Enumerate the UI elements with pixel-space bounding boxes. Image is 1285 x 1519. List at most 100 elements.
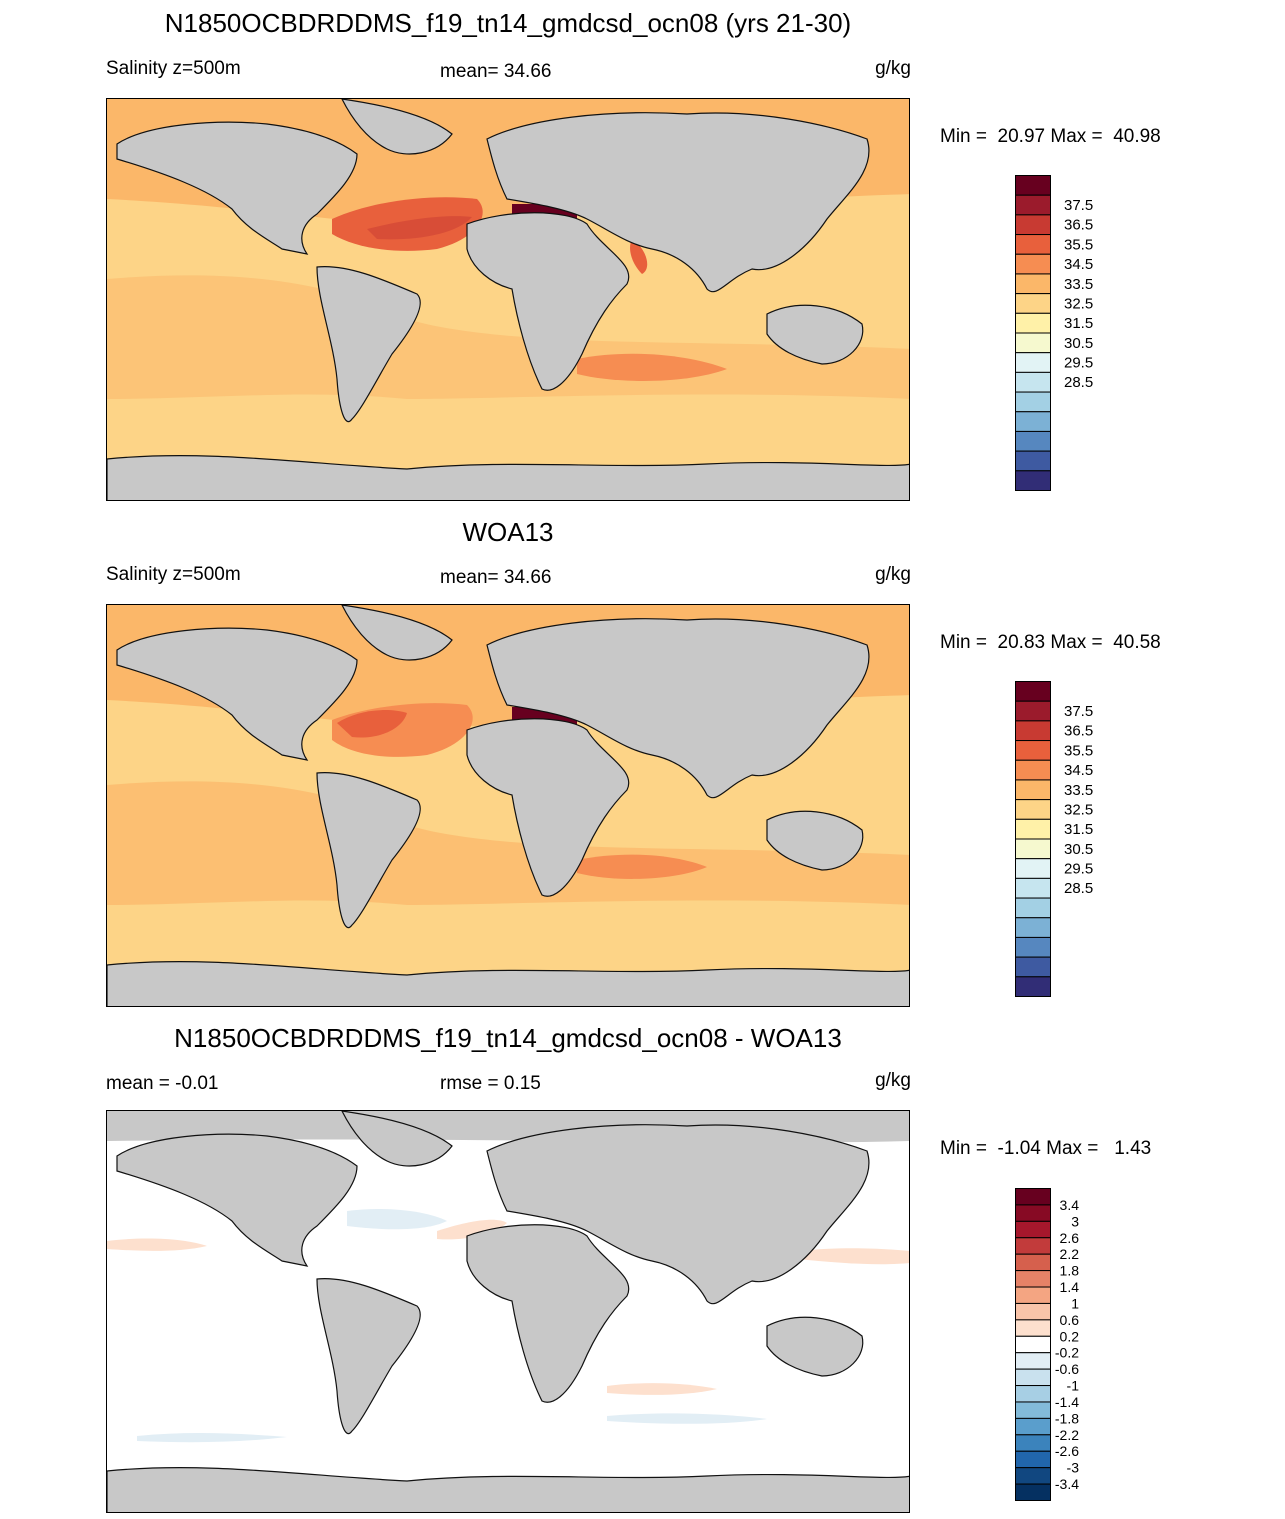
south-america xyxy=(316,1278,421,1434)
colorbar-box xyxy=(1015,450,1051,472)
colorbar-label: 0.6 xyxy=(1060,1312,1080,1328)
colorbar-box xyxy=(1015,312,1051,334)
south-indian-high-salinity xyxy=(577,854,707,879)
colorbar-label: 28.5 xyxy=(1064,880,1093,897)
colorbar-box xyxy=(1015,371,1051,393)
australia xyxy=(766,304,864,365)
land-masses xyxy=(107,605,909,1006)
colorbar-box xyxy=(1015,877,1051,899)
panel1-variable-label: Salinity z=500m xyxy=(106,58,241,79)
diff-negative-atlantic xyxy=(347,1209,447,1230)
panel2-units: g/kg xyxy=(875,564,911,585)
colorbar-box xyxy=(1015,214,1051,236)
colorbar-box xyxy=(1015,175,1051,196)
colorbar-box xyxy=(1015,1385,1051,1403)
colorbar-label: -2.2 xyxy=(1055,1427,1079,1443)
colorbar-label: 1 xyxy=(1071,1295,1079,1311)
panel1-colorbar-svg: 37.5 36.5 35.5 34.5 33.5 32.5 31.5 30.5 29.5 28.5 xyxy=(1015,175,1093,491)
colorbar-label: -0.2 xyxy=(1055,1345,1079,1361)
colorbar-box xyxy=(1015,740,1051,761)
south-indian-high-salinity xyxy=(577,353,727,381)
eurasia xyxy=(486,618,870,799)
colorbar-box xyxy=(1015,799,1051,820)
north-america xyxy=(116,1133,358,1267)
panel2-title: WOA13 xyxy=(462,517,554,547)
colorbar-box xyxy=(1015,720,1051,742)
colorbar-box xyxy=(1015,976,1051,997)
panel2-variable-label: Salinity z=500m xyxy=(106,564,241,585)
colorbar-label: 32.5 xyxy=(1064,295,1093,312)
north-america xyxy=(116,121,358,255)
colorbar-label: 31.5 xyxy=(1064,821,1093,838)
panel3-title: N1850OCBDRDDMS_f19_tn14_gmdcsd_ocn08 - W… xyxy=(174,1023,842,1053)
colorbar-label: -2.6 xyxy=(1055,1443,1079,1459)
colorbar-box xyxy=(1015,411,1051,432)
panel1-title: N1850OCBDRDDMS_f19_tn14_gmdcsd_ocn08 (yr… xyxy=(164,8,852,38)
panel3-rmse-label: rmse = 0.15 xyxy=(440,1073,541,1094)
south-america xyxy=(316,266,421,422)
colorbar-label: -1.8 xyxy=(1055,1410,1079,1426)
eurasia xyxy=(486,1124,870,1305)
colorbar-box xyxy=(1015,470,1051,491)
australia xyxy=(766,810,864,871)
colorbar-box xyxy=(1015,332,1051,354)
colorbar-box xyxy=(1015,1417,1051,1436)
north-atlantic-core xyxy=(337,710,407,738)
diff-negative-southern-indian xyxy=(607,1413,767,1424)
arabian-sea-high-salinity xyxy=(630,239,648,274)
colorbar-label: -3.4 xyxy=(1055,1476,1079,1492)
colorbar-box xyxy=(1015,1302,1051,1321)
colorbar-label: 37.5 xyxy=(1064,703,1093,720)
colorbar-box xyxy=(1015,818,1051,840)
diff-positive-south-indian xyxy=(607,1383,717,1395)
colorbar-label: 28.5 xyxy=(1064,374,1093,391)
antarctica xyxy=(107,961,909,1006)
diff-negative-southern xyxy=(137,1433,287,1443)
colorbar-label: 36.5 xyxy=(1064,217,1093,234)
diff-positive-west-pacific xyxy=(797,1248,909,1265)
colorbar-label: 35.5 xyxy=(1064,742,1093,759)
colorbar-box xyxy=(1015,1204,1051,1222)
colorbar-label: 34.5 xyxy=(1064,762,1093,779)
land-masses xyxy=(107,1111,909,1512)
colorbar-box xyxy=(1015,1188,1051,1206)
panel3-map-svg xyxy=(107,1111,909,1512)
panel1-map-svg xyxy=(107,99,909,500)
colorbar-label: 36.5 xyxy=(1064,723,1093,740)
colorbar-box xyxy=(1015,700,1051,722)
colorbar-box xyxy=(1015,1450,1051,1469)
colorbar-box xyxy=(1015,917,1051,938)
colorbar-label: -3 xyxy=(1067,1460,1080,1476)
panel2-map xyxy=(106,604,910,1007)
antarctica xyxy=(107,455,909,500)
colorbar-label: 29.5 xyxy=(1064,861,1093,878)
colorbar-label: 2.2 xyxy=(1060,1246,1080,1262)
colorbar-box xyxy=(1015,897,1051,919)
panel3-mean-label: mean = -0.01 xyxy=(106,1073,219,1094)
panel2-mean-label: mean= 34.66 xyxy=(440,567,552,588)
colorbar-box xyxy=(1015,1483,1051,1502)
colorbar-box xyxy=(1015,1368,1051,1387)
panel2-map-svg xyxy=(107,605,909,1006)
colorbar-label: 29.5 xyxy=(1064,355,1093,372)
land-masses xyxy=(107,99,909,500)
panel1-colorbar: 37.5 36.5 35.5 34.5 33.5 32.5 31.5 30.5 29.5 28.5 xyxy=(1015,175,1175,495)
panel1-map xyxy=(106,98,910,501)
antarctica xyxy=(107,1467,909,1512)
colorbar-label: 37.5 xyxy=(1064,197,1093,214)
colorbar-label: 33.5 xyxy=(1064,782,1093,799)
panel3-units: g/kg xyxy=(875,1070,911,1091)
colorbar-label: 31.5 xyxy=(1064,315,1093,332)
colorbar-label: 33.5 xyxy=(1064,276,1093,293)
colorbar-box xyxy=(1015,1434,1051,1452)
colorbar-box xyxy=(1015,1467,1051,1485)
panel2-colorbar-svg: 37.5 36.5 35.5 34.5 33.5 32.5 31.5 30.5 29.5 28.5 xyxy=(1015,681,1093,997)
colorbar-box xyxy=(1015,430,1051,452)
panel3-colorbar-svg: 3.432.62.21.81.410.60.2-0.2-0.6-1-1.4-1.… xyxy=(1015,1188,1080,1502)
colorbar-box xyxy=(1015,234,1051,255)
colorbar-label: -1 xyxy=(1067,1378,1080,1394)
australia xyxy=(766,1316,864,1377)
colorbar-box xyxy=(1015,956,1051,978)
colorbar-box xyxy=(1015,352,1051,373)
colorbar-box xyxy=(1015,759,1051,781)
